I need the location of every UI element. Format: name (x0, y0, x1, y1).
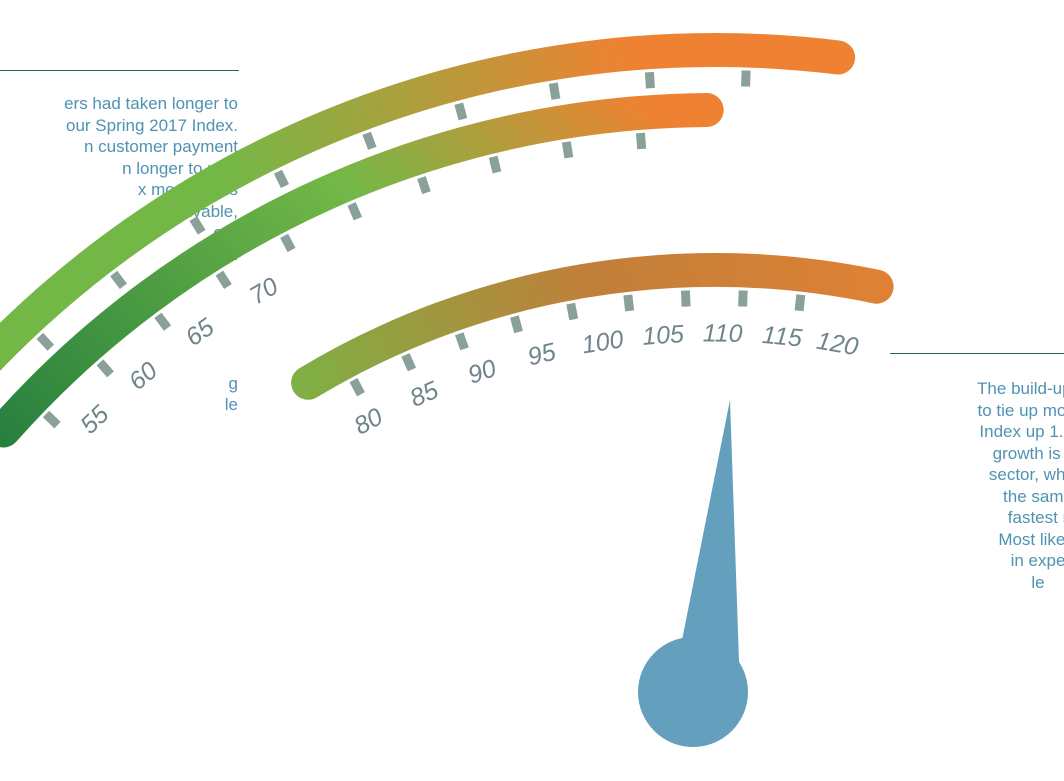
scale-tick (36, 332, 55, 351)
scale-tick (401, 353, 417, 372)
scale-tick (42, 410, 61, 429)
inner-arc-ticks (349, 290, 806, 397)
scale-tick (347, 202, 363, 221)
scale-label: 95 (525, 338, 559, 372)
scale-tick (362, 131, 377, 150)
needle-pointer (672, 400, 740, 690)
scale-tick (548, 82, 561, 100)
scale-tick (566, 302, 579, 321)
text-line: in expe (1010, 551, 1064, 570)
scale-tick (510, 315, 523, 334)
text-line: The build-up of i (977, 379, 1064, 398)
scale-tick (349, 378, 365, 397)
text-line: le (224, 395, 238, 414)
scale-label: 70 (245, 272, 283, 310)
scale-label: 100 (580, 325, 626, 359)
middle-arc-ticks (42, 132, 647, 429)
right-paragraph: The build-up of i to tie up more w Index u… (828, 378, 1064, 593)
scale-tick (96, 359, 114, 378)
scale-tick (741, 70, 751, 87)
scale-label: 110 (703, 319, 743, 347)
scale-label: 105 (641, 320, 685, 351)
scale-label: 85 (406, 376, 443, 413)
needle-hub (638, 637, 748, 747)
scale-label: 80 (349, 403, 387, 441)
scale-tick (454, 332, 469, 351)
scale-tick (635, 132, 647, 150)
gauge-needle (638, 400, 748, 747)
middle-arc (0, 93, 724, 448)
text-line: our Spring 2017 Index. (65, 115, 238, 135)
text-line: the same (1003, 486, 1064, 506)
scale-tick (280, 233, 296, 253)
left-divider-rule (0, 70, 239, 71)
text-line: n customer payment (83, 137, 238, 156)
text-line: to tie up more w (977, 400, 1064, 420)
scale-tick (215, 270, 232, 289)
text-line: fastest r (1007, 508, 1064, 527)
scale-tick (110, 270, 127, 289)
inner-arc (291, 252, 894, 400)
text-line: sector, which (988, 465, 1064, 484)
scale-label: 65 (180, 313, 219, 352)
scale-tick (680, 290, 691, 307)
scale-label: 55 (75, 400, 115, 440)
scale-label: 90 (464, 354, 499, 389)
outer-arc-ticks (36, 70, 751, 351)
outer-arc (0, 33, 856, 372)
scale-tick (273, 169, 290, 189)
scale-label: 115 (761, 321, 803, 353)
scale-tick (738, 290, 748, 307)
scale-tick (417, 176, 431, 195)
right-divider-rule (890, 353, 1064, 354)
scale-tick (794, 294, 806, 312)
scale-label: 120 (814, 327, 860, 362)
scale-tick (488, 155, 502, 174)
scale-tick (189, 216, 206, 235)
scale-label: 60 (124, 356, 163, 395)
scale-tick (561, 141, 574, 159)
text-line: Most likely (998, 529, 1064, 549)
scale-tick (454, 102, 468, 121)
text-line: le (1031, 572, 1045, 592)
scale-tick (623, 294, 635, 312)
text-line: growth is es (992, 443, 1064, 463)
text-line: g (228, 373, 238, 393)
text-line: ers had taken longer to (64, 94, 238, 113)
scale-tick (644, 71, 655, 89)
scale-tick (154, 312, 172, 331)
text-line: Index up 1.2 pe (979, 422, 1064, 441)
